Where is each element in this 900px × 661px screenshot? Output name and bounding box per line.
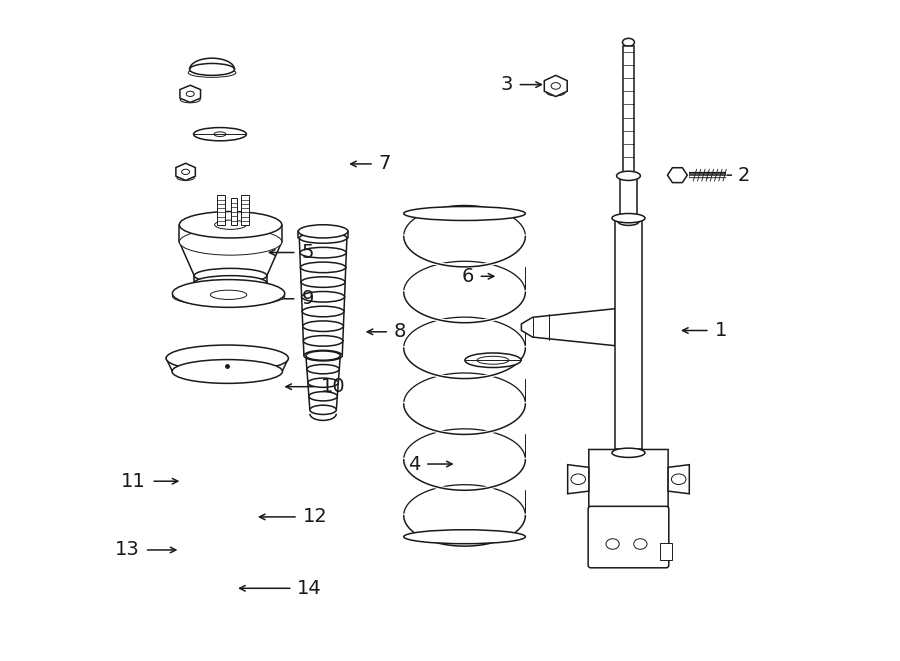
Polygon shape — [521, 309, 616, 346]
Ellipse shape — [298, 225, 348, 238]
Ellipse shape — [308, 378, 338, 387]
Ellipse shape — [618, 217, 639, 225]
Ellipse shape — [616, 171, 641, 180]
Ellipse shape — [300, 247, 346, 258]
Ellipse shape — [177, 175, 194, 180]
Polygon shape — [176, 163, 195, 180]
Ellipse shape — [671, 474, 686, 485]
Ellipse shape — [173, 280, 284, 307]
Ellipse shape — [300, 233, 346, 243]
Bar — [217, 195, 225, 225]
Ellipse shape — [302, 292, 345, 302]
Ellipse shape — [166, 345, 288, 371]
Ellipse shape — [188, 68, 236, 77]
Ellipse shape — [302, 321, 344, 332]
Ellipse shape — [180, 97, 200, 103]
Ellipse shape — [194, 276, 267, 290]
Ellipse shape — [309, 391, 338, 401]
Ellipse shape — [477, 356, 508, 364]
Ellipse shape — [215, 220, 247, 229]
Ellipse shape — [301, 277, 345, 288]
Text: 11: 11 — [122, 472, 146, 490]
Polygon shape — [589, 449, 668, 552]
Ellipse shape — [404, 529, 526, 544]
Text: 13: 13 — [114, 541, 140, 559]
Ellipse shape — [546, 89, 565, 96]
Ellipse shape — [211, 290, 247, 299]
Ellipse shape — [194, 268, 267, 283]
Bar — [623, 46, 634, 178]
FancyBboxPatch shape — [588, 506, 669, 568]
Ellipse shape — [404, 206, 526, 221]
Ellipse shape — [304, 350, 342, 361]
Text: 5: 5 — [302, 243, 314, 262]
Polygon shape — [568, 465, 589, 494]
Ellipse shape — [182, 169, 190, 175]
Ellipse shape — [179, 212, 282, 238]
Ellipse shape — [606, 539, 619, 549]
Ellipse shape — [214, 132, 226, 136]
Polygon shape — [544, 75, 567, 97]
Bar — [616, 221, 642, 449]
Text: 12: 12 — [302, 508, 328, 526]
Ellipse shape — [302, 306, 344, 317]
Ellipse shape — [173, 286, 284, 306]
Bar — [661, 543, 672, 560]
Ellipse shape — [571, 474, 586, 485]
Bar — [230, 198, 238, 225]
Text: 3: 3 — [500, 75, 513, 94]
Ellipse shape — [190, 63, 235, 75]
Text: 7: 7 — [379, 155, 391, 173]
Ellipse shape — [179, 229, 282, 255]
Ellipse shape — [194, 128, 247, 141]
Polygon shape — [179, 242, 282, 276]
Ellipse shape — [465, 353, 521, 368]
Polygon shape — [668, 465, 689, 494]
Ellipse shape — [634, 539, 647, 549]
Ellipse shape — [303, 336, 343, 346]
Ellipse shape — [623, 38, 634, 46]
Bar — [620, 178, 637, 221]
Ellipse shape — [612, 214, 645, 223]
Ellipse shape — [186, 91, 194, 97]
Ellipse shape — [612, 448, 645, 457]
Text: 2: 2 — [737, 166, 750, 184]
Ellipse shape — [551, 83, 561, 89]
Text: 9: 9 — [302, 290, 313, 308]
Text: 8: 8 — [394, 323, 406, 341]
Text: 14: 14 — [297, 579, 322, 598]
Text: 4: 4 — [408, 455, 420, 473]
Ellipse shape — [310, 405, 337, 414]
Bar — [241, 195, 249, 225]
Text: 10: 10 — [321, 377, 346, 396]
Polygon shape — [180, 85, 201, 102]
Ellipse shape — [301, 262, 346, 272]
Polygon shape — [668, 168, 688, 182]
Text: 6: 6 — [462, 267, 474, 286]
Text: 1: 1 — [715, 321, 727, 340]
Ellipse shape — [306, 351, 340, 360]
Ellipse shape — [307, 365, 339, 374]
Ellipse shape — [172, 360, 283, 383]
